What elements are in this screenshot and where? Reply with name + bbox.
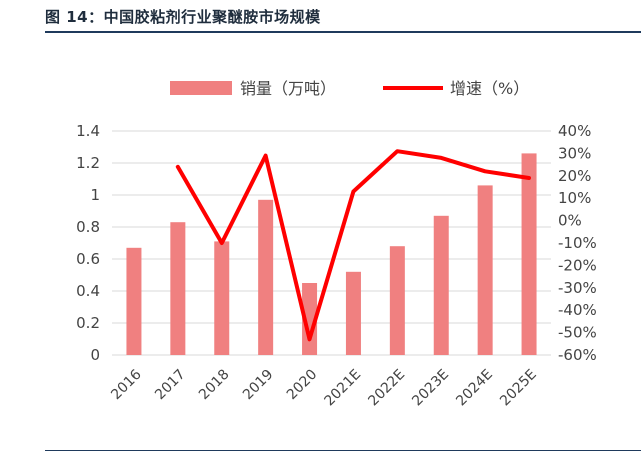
x-tick-label: 2019 bbox=[240, 367, 277, 404]
figure-title: 图 14：中国胶粘剂行业聚醚胺市场规模 bbox=[45, 8, 321, 26]
x-tick-label: 2018 bbox=[196, 367, 233, 404]
right-axis: -60% -50% -40% -30% -20% -10% 0% 10% 20% 30% 40% bbox=[558, 122, 597, 364]
bar-2022E bbox=[389, 246, 405, 355]
bar-2020 bbox=[302, 283, 318, 355]
right-tick-label: -20% bbox=[558, 256, 597, 274]
line-series bbox=[175, 149, 531, 342]
right-tick-label: -30% bbox=[558, 279, 597, 297]
left-tick-label: 0 bbox=[90, 346, 100, 364]
x-tick-label: 2024E bbox=[453, 367, 496, 410]
bar-series bbox=[126, 153, 537, 355]
right-tick-label: 30% bbox=[558, 144, 591, 162]
x-tick-label: 2017 bbox=[152, 367, 189, 404]
bar-2025E bbox=[521, 153, 537, 355]
left-tick-label: 1.4 bbox=[76, 122, 100, 140]
bar-2024E bbox=[477, 185, 493, 355]
right-tick-label: -40% bbox=[558, 301, 597, 319]
left-tick-label: 1 bbox=[90, 186, 100, 204]
bar-2019 bbox=[258, 199, 274, 355]
x-axis: 2016 2017 2018 2019 2020 2021E 2022E 2023E 2024E… bbox=[108, 366, 540, 409]
legend-label-growth: 增速（%） bbox=[450, 79, 529, 98]
legend-label-sales: 销量（万吨） bbox=[240, 79, 336, 98]
x-tick-label: 2025E bbox=[497, 367, 540, 410]
x-tick-label: 2022E bbox=[365, 367, 408, 410]
left-tick-label: 0.2 bbox=[76, 314, 100, 332]
legend-swatch-sales bbox=[170, 81, 232, 95]
x-tick-label: 2023E bbox=[409, 367, 452, 410]
left-tick-label: 1.2 bbox=[76, 154, 100, 172]
right-tick-label: -60% bbox=[558, 346, 597, 364]
x-tick-label: 2020 bbox=[284, 367, 321, 404]
x-tick-label: 2016 bbox=[108, 366, 145, 403]
left-tick-label: 0.8 bbox=[76, 218, 100, 236]
bar-2018 bbox=[214, 241, 230, 355]
bar-2016 bbox=[126, 247, 142, 355]
top-rule bbox=[45, 31, 641, 33]
left-tick-label: 0.6 bbox=[76, 250, 100, 268]
legend: 销量（万吨） 增速（%） bbox=[170, 79, 529, 98]
right-tick-label: -10% bbox=[558, 234, 597, 252]
right-tick-label: 20% bbox=[558, 167, 591, 185]
bar-2023E bbox=[433, 215, 449, 355]
bar-2017 bbox=[170, 222, 186, 355]
right-tick-label: 0% bbox=[558, 212, 582, 230]
x-tick-label: 2021E bbox=[322, 367, 365, 410]
left-tick-label: 0.4 bbox=[76, 282, 100, 300]
right-tick-label: 10% bbox=[558, 189, 591, 207]
left-axis: 0 0.2 0.4 0.6 0.8 1 1.2 1.4 bbox=[76, 122, 100, 364]
bar-2021E bbox=[345, 271, 361, 355]
right-tick-label: 40% bbox=[558, 122, 591, 140]
right-tick-label: -50% bbox=[558, 324, 597, 342]
bottom-rule bbox=[45, 450, 641, 451]
